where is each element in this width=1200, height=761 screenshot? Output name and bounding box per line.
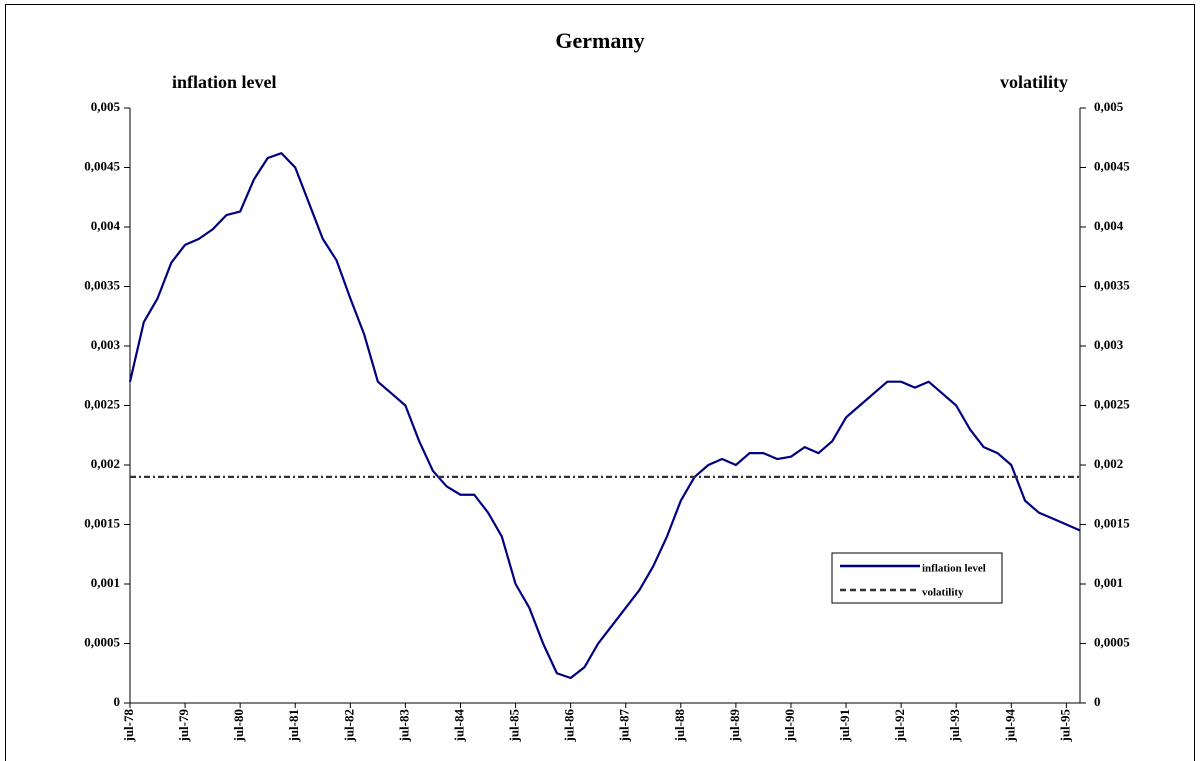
y-tick-label: 0,0015 bbox=[84, 515, 120, 530]
x-tick-label: jul-84 bbox=[451, 709, 466, 743]
x-tick-label: jul-82 bbox=[341, 709, 356, 743]
y-tick-label: 0,0045 bbox=[84, 158, 120, 173]
x-tick-label: jul-86 bbox=[562, 709, 577, 743]
y2-axis-label: volatility bbox=[1000, 72, 1068, 92]
y-tick-label: 0,001 bbox=[91, 575, 120, 590]
legend-label: inflation level bbox=[922, 563, 986, 575]
y-tick-label: 0 bbox=[114, 694, 121, 709]
y2-tick-label: 0,005 bbox=[1094, 99, 1124, 114]
x-tick-label: jul-80 bbox=[231, 709, 246, 743]
y-tick-label: 0,003 bbox=[91, 337, 121, 352]
y2-tick-label: 0,001 bbox=[1094, 575, 1123, 590]
y2-tick-label: 0,002 bbox=[1094, 456, 1123, 471]
x-tick-label: jul-83 bbox=[396, 709, 411, 743]
x-tick-label: jul-89 bbox=[727, 709, 742, 743]
x-tick-label: jul-81 bbox=[286, 709, 301, 743]
chart-title: Germany bbox=[555, 28, 644, 53]
x-tick-label: jul-95 bbox=[1057, 709, 1072, 743]
y2-tick-label: 0,0015 bbox=[1094, 515, 1130, 530]
y-tick-label: 0,004 bbox=[91, 218, 121, 233]
y-tick-label: 0,0035 bbox=[84, 277, 120, 292]
x-tick-label: jul-88 bbox=[672, 709, 687, 743]
x-tick-label: jul-79 bbox=[176, 709, 191, 743]
x-tick-label: jul-90 bbox=[782, 709, 797, 743]
y-tick-label: 0,005 bbox=[91, 99, 121, 114]
y2-tick-label: 0,0045 bbox=[1094, 158, 1130, 173]
x-tick-label: jul-94 bbox=[1002, 709, 1017, 743]
y-tick-label: 0,002 bbox=[91, 456, 120, 471]
y-tick-label: 0,0005 bbox=[84, 634, 120, 649]
chart-frame bbox=[5, 4, 1195, 761]
x-tick-label: jul-92 bbox=[892, 709, 907, 743]
y2-tick-label: 0,0035 bbox=[1094, 277, 1130, 292]
series-line bbox=[128, 152, 1081, 680]
x-tick-label: jul-78 bbox=[121, 709, 136, 743]
y-axis-label: inflation level bbox=[172, 72, 277, 92]
x-tick-label: jul-93 bbox=[947, 709, 962, 743]
x-tick-label: jul-85 bbox=[507, 709, 522, 743]
y-tick-label: 0,0025 bbox=[84, 396, 120, 411]
y2-tick-label: 0 bbox=[1094, 694, 1101, 709]
y2-tick-label: 0,003 bbox=[1094, 337, 1124, 352]
legend-label: volatility bbox=[922, 587, 964, 599]
y2-tick-label: 0,0005 bbox=[1094, 634, 1130, 649]
x-tick-label: jul-87 bbox=[617, 709, 632, 743]
x-tick-label: jul-91 bbox=[837, 709, 852, 743]
y2-tick-label: 0,0025 bbox=[1094, 396, 1130, 411]
y2-tick-label: 0,004 bbox=[1094, 218, 1124, 233]
legend-box bbox=[831, 552, 1003, 604]
